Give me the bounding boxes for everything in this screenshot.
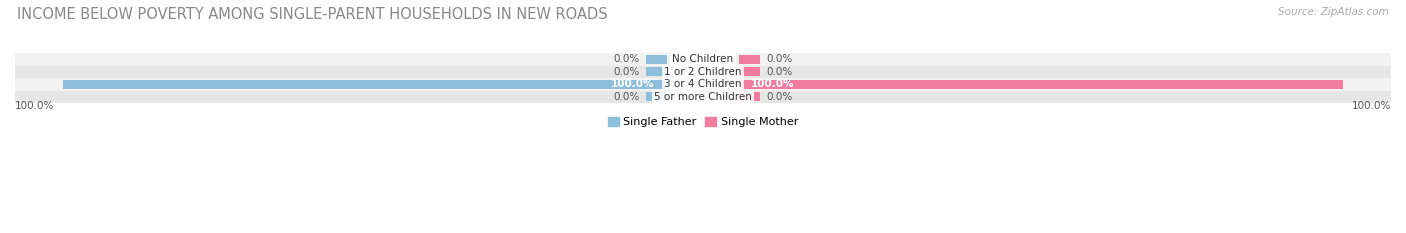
Bar	[63, 80, 666, 89]
Text: 100.0%: 100.0%	[751, 79, 794, 89]
Text: INCOME BELOW POVERTY AMONG SINGLE-PARENT HOUSEHOLDS IN NEW ROADS: INCOME BELOW POVERTY AMONG SINGLE-PARENT…	[17, 7, 607, 22]
Bar	[15, 53, 1391, 65]
Text: 0.0%: 0.0%	[613, 67, 640, 77]
Text: 5 or more Children: 5 or more Children	[654, 92, 752, 102]
Text: 0.0%: 0.0%	[766, 54, 793, 64]
Legend: Single Father, Single Mother: Single Father, Single Mother	[603, 113, 803, 132]
Text: No Children: No Children	[672, 54, 734, 64]
Bar	[740, 92, 761, 101]
Text: 100.0%: 100.0%	[15, 101, 55, 111]
Bar	[645, 92, 666, 101]
Text: 0.0%: 0.0%	[613, 92, 640, 102]
Bar	[740, 67, 761, 76]
Bar	[15, 78, 1391, 91]
Text: 1 or 2 Children: 1 or 2 Children	[664, 67, 742, 77]
Text: Source: ZipAtlas.com: Source: ZipAtlas.com	[1278, 7, 1389, 17]
Bar	[645, 55, 666, 64]
Text: 0.0%: 0.0%	[766, 92, 793, 102]
Bar	[15, 91, 1391, 103]
Text: 100.0%: 100.0%	[1351, 101, 1391, 111]
Text: 0.0%: 0.0%	[766, 67, 793, 77]
Bar	[15, 65, 1391, 78]
Text: 0.0%: 0.0%	[613, 54, 640, 64]
Bar	[645, 67, 666, 76]
Text: 100.0%: 100.0%	[612, 79, 655, 89]
Bar	[740, 80, 1343, 89]
Bar	[740, 55, 761, 64]
Text: 3 or 4 Children: 3 or 4 Children	[664, 79, 742, 89]
